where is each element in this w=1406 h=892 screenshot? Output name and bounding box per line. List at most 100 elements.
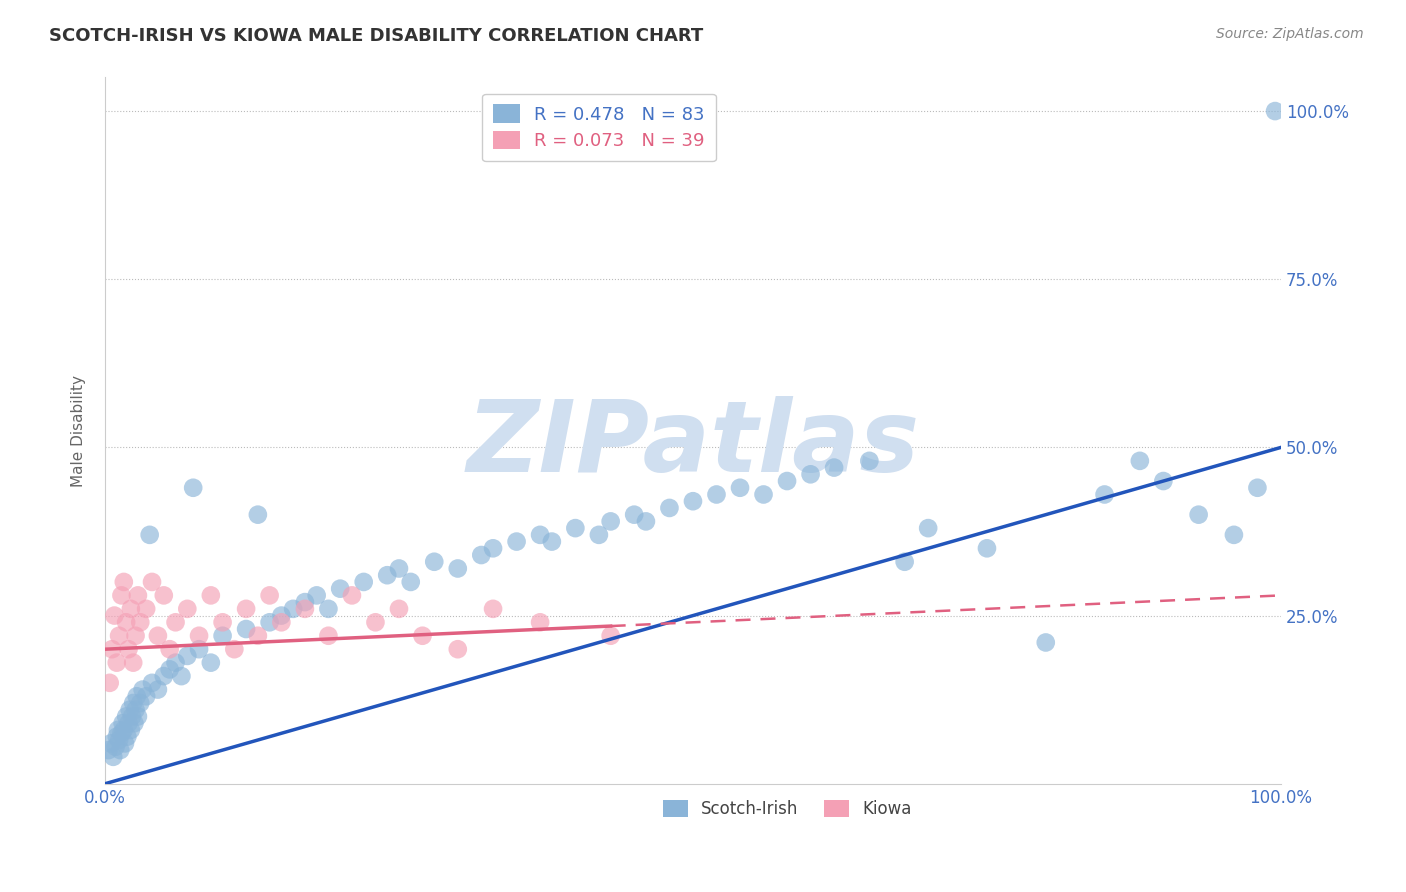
Point (305, 588, 328, 602)
Point (658, 500, 681, 515)
Point (541, 534, 564, 549)
Point (470, 548, 492, 562)
Point (176, 602, 198, 616)
Point (294, 595, 316, 609)
Point (447, 642, 470, 657)
Point (318, 602, 340, 616)
Point (1264, 104, 1286, 119)
Point (375, 568, 398, 582)
Point (124, 629, 146, 643)
Point (599, 629, 621, 643)
Point (104, 739, 127, 754)
Point (97, 743, 120, 757)
Point (120, 602, 142, 616)
Point (159, 662, 181, 676)
Point (893, 555, 915, 569)
Point (118, 703, 141, 717)
Point (181, 481, 204, 495)
Point (776, 474, 799, 488)
Point (211, 629, 233, 643)
Point (706, 487, 728, 501)
Point (124, 716, 146, 731)
Point (623, 508, 645, 522)
Point (529, 528, 551, 542)
Point (110, 743, 132, 757)
Point (529, 615, 551, 630)
Point (318, 629, 340, 643)
Point (682, 494, 704, 508)
Point (152, 588, 174, 602)
Point (135, 690, 157, 704)
Point (411, 629, 433, 643)
Point (364, 615, 387, 630)
Point (634, 515, 657, 529)
Point (564, 521, 586, 535)
Point (127, 588, 149, 602)
Point (121, 709, 143, 723)
Point (112, 574, 135, 589)
Point (122, 696, 145, 710)
Point (165, 615, 187, 630)
Y-axis label: Male Disability: Male Disability (72, 375, 86, 487)
Point (200, 588, 222, 602)
Point (138, 528, 160, 542)
Point (115, 615, 138, 630)
Text: Source: ZipAtlas.com: Source: ZipAtlas.com (1216, 27, 1364, 41)
Point (165, 656, 187, 670)
Point (1152, 474, 1174, 488)
Point (447, 561, 470, 575)
Text: SCOTCH-IRISH VS KIOWA MALE DISABILITY CORRELATION CHART: SCOTCH-IRISH VS KIOWA MALE DISABILITY CO… (49, 27, 703, 45)
Point (270, 615, 292, 630)
Point (103, 749, 125, 764)
Point (858, 454, 880, 468)
Point (125, 690, 148, 704)
Point (100, 736, 122, 750)
Legend: Scotch-Irish, Kiowa: Scotch-Irish, Kiowa (657, 793, 918, 825)
Point (599, 515, 621, 529)
Point (270, 608, 292, 623)
Point (141, 574, 163, 589)
Point (129, 615, 152, 630)
Point (146, 682, 169, 697)
Point (281, 602, 304, 616)
Point (917, 521, 939, 535)
Point (224, 642, 246, 657)
Point (159, 642, 181, 657)
Point (170, 669, 193, 683)
Point (399, 574, 422, 589)
Point (246, 629, 269, 643)
Point (423, 555, 446, 569)
Point (114, 736, 136, 750)
Point (188, 642, 211, 657)
Point (235, 602, 257, 616)
Point (294, 602, 316, 616)
Point (1188, 508, 1211, 522)
Point (105, 730, 128, 744)
Point (110, 588, 132, 602)
Point (117, 642, 139, 657)
Point (101, 642, 124, 657)
Point (105, 656, 128, 670)
Point (146, 629, 169, 643)
Point (482, 541, 505, 556)
Point (1129, 454, 1152, 468)
Point (103, 608, 125, 623)
Point (752, 487, 775, 501)
Point (117, 716, 139, 731)
Point (108, 733, 131, 747)
Point (800, 467, 823, 482)
Point (388, 602, 411, 616)
Point (122, 656, 145, 670)
Point (135, 602, 157, 616)
Point (117, 730, 139, 744)
Point (482, 602, 505, 616)
Point (124, 703, 146, 717)
Point (110, 726, 132, 740)
Point (340, 588, 363, 602)
Point (98, 676, 121, 690)
Point (111, 716, 134, 731)
Point (588, 528, 610, 542)
Point (200, 656, 222, 670)
Point (131, 682, 153, 697)
Point (129, 696, 152, 710)
